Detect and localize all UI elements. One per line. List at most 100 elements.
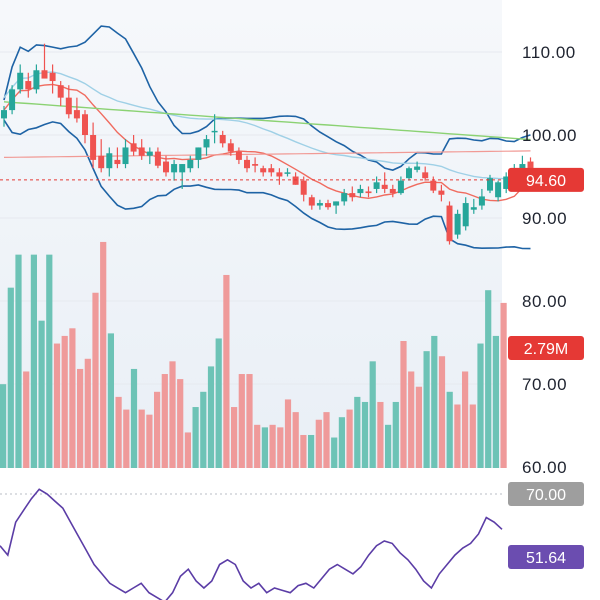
candle[interactable]	[454, 209, 461, 239]
candle[interactable]	[430, 176, 437, 194]
volume-bar	[323, 412, 330, 468]
candle[interactable]	[284, 168, 291, 177]
volume-bar	[92, 292, 99, 468]
candle[interactable]	[130, 135, 137, 156]
candle[interactable]	[219, 130, 226, 148]
candle[interactable]	[373, 176, 380, 194]
candle[interactable]	[73, 97, 80, 123]
candle[interactable]	[138, 139, 145, 160]
candle[interactable]	[25, 72, 32, 98]
volume-tag: 2.79M	[508, 336, 584, 360]
candle[interactable]	[365, 186, 372, 198]
volume-bar	[207, 366, 215, 468]
candle[interactable]	[154, 147, 161, 169]
candle[interactable]	[90, 122, 97, 169]
candle-body	[276, 172, 283, 177]
candle[interactable]	[316, 199, 323, 210]
candle[interactable]	[333, 201, 340, 214]
candle[interactable]	[349, 186, 356, 202]
candle[interactable]	[268, 164, 275, 177]
volume-bar	[123, 409, 130, 468]
candle-body	[503, 176, 510, 189]
volume-bar	[15, 254, 22, 468]
candle-body	[341, 193, 348, 202]
candle-body	[389, 188, 396, 194]
candle[interactable]	[17, 64, 24, 94]
candle[interactable]	[227, 139, 234, 156]
candle[interactable]	[187, 155, 194, 173]
candle[interactable]	[308, 194, 315, 210]
candle-body	[292, 176, 299, 185]
price-tick-label: 80.00	[522, 292, 567, 311]
candle[interactable]	[49, 64, 56, 94]
candle[interactable]	[171, 159, 178, 181]
volume-bar	[61, 335, 68, 468]
candle[interactable]	[1, 105, 7, 127]
volume-bar	[477, 343, 484, 468]
candle-body	[227, 143, 234, 152]
candle[interactable]	[438, 184, 445, 202]
candle[interactable]	[33, 64, 40, 94]
candle[interactable]	[446, 201, 453, 245]
candle[interactable]	[341, 188, 348, 206]
candle-body	[300, 180, 307, 195]
candle[interactable]	[82, 110, 88, 144]
volume-bar	[377, 401, 384, 468]
candle[interactable]	[65, 85, 72, 119]
volume-bar	[0, 384, 7, 468]
candle[interactable]	[122, 139, 129, 169]
rsi-level-tag-text: 70.00	[526, 487, 566, 504]
candle[interactable]	[414, 161, 421, 173]
last-price-tag-text: 94.60	[526, 173, 566, 190]
candle[interactable]	[244, 155, 250, 173]
candle[interactable]	[381, 172, 388, 194]
candle[interactable]	[503, 172, 510, 194]
candle[interactable]	[406, 166, 412, 181]
candle-body	[65, 97, 72, 115]
candle[interactable]	[9, 85, 16, 115]
candle[interactable]	[478, 188, 485, 210]
candle[interactable]	[397, 176, 404, 195]
candle[interactable]	[292, 172, 299, 185]
candle[interactable]	[325, 199, 331, 210]
volume-bar	[130, 368, 138, 468]
volume-bar	[369, 361, 376, 468]
candle[interactable]	[260, 165, 267, 177]
candle[interactable]	[179, 164, 186, 189]
last-price-tag-background	[508, 167, 584, 192]
candle[interactable]	[470, 198, 477, 214]
candle[interactable]	[389, 184, 396, 198]
volume-bar	[446, 391, 453, 468]
candle-body	[316, 203, 323, 206]
rsi-value-tag-background	[508, 545, 584, 569]
candle[interactable]	[163, 155, 169, 177]
volume-bar	[23, 371, 30, 468]
candle[interactable]	[422, 166, 429, 181]
candle-body	[244, 159, 250, 169]
candle[interactable]	[462, 197, 469, 231]
candle-body	[73, 110, 80, 119]
candle[interactable]	[300, 176, 307, 202]
candle[interactable]	[146, 147, 153, 165]
candle[interactable]	[487, 174, 493, 194]
candle-body	[365, 191, 372, 194]
candle-body	[49, 72, 56, 82]
candle[interactable]	[203, 135, 210, 156]
candle[interactable]	[57, 81, 64, 106]
candle[interactable]	[106, 147, 113, 177]
candle[interactable]	[357, 184, 364, 198]
candle[interactable]	[41, 43, 48, 79]
candle[interactable]	[252, 157, 259, 173]
candle[interactable]	[495, 180, 502, 202]
price-tick-label: 100.00	[522, 126, 577, 145]
volume-bar	[246, 374, 253, 468]
candle[interactable]	[276, 168, 283, 185]
candle-body	[406, 168, 412, 179]
candle[interactable]	[98, 139, 105, 173]
volume-bar	[331, 437, 338, 468]
candle[interactable]	[235, 147, 242, 165]
candle[interactable]	[114, 147, 121, 169]
candle[interactable]	[211, 114, 218, 144]
candle[interactable]	[195, 147, 202, 169]
